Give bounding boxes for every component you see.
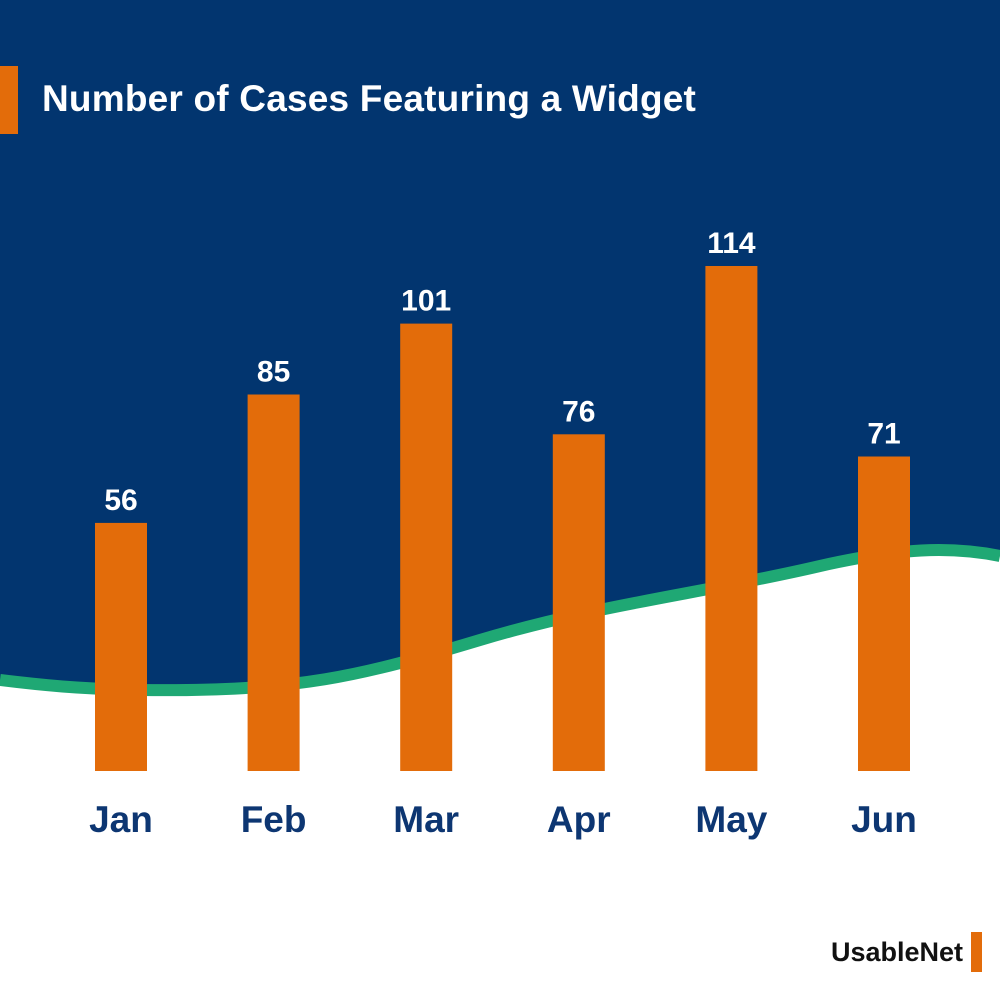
title-accent-bar xyxy=(0,66,18,134)
value-label-jan: 56 xyxy=(104,484,137,517)
category-label-feb: Feb xyxy=(241,799,307,840)
value-label-feb: 85 xyxy=(257,356,290,389)
bar-may xyxy=(705,266,758,771)
bar-jan xyxy=(95,522,147,771)
chart-title: Number of Cases Featuring a Widget xyxy=(42,78,697,119)
bar-apr xyxy=(552,434,605,771)
value-label-apr: 76 xyxy=(562,395,595,428)
value-label-may: 114 xyxy=(707,227,756,260)
bar-mar xyxy=(400,323,453,771)
value-label-mar: 101 xyxy=(401,285,451,318)
bar-jun xyxy=(858,456,910,771)
category-label-jan: Jan xyxy=(89,799,153,840)
value-label-jun: 71 xyxy=(867,418,900,451)
category-label-jun: Jun xyxy=(851,799,917,840)
brand-name: UsableNet xyxy=(830,936,963,967)
bar-feb xyxy=(247,394,300,771)
brand-accent-bar xyxy=(971,932,982,972)
category-label-apr: Apr xyxy=(547,799,611,840)
category-label-may: May xyxy=(695,799,767,840)
brand-logo: UsableNet xyxy=(831,932,982,972)
category-label-mar: Mar xyxy=(393,799,459,840)
